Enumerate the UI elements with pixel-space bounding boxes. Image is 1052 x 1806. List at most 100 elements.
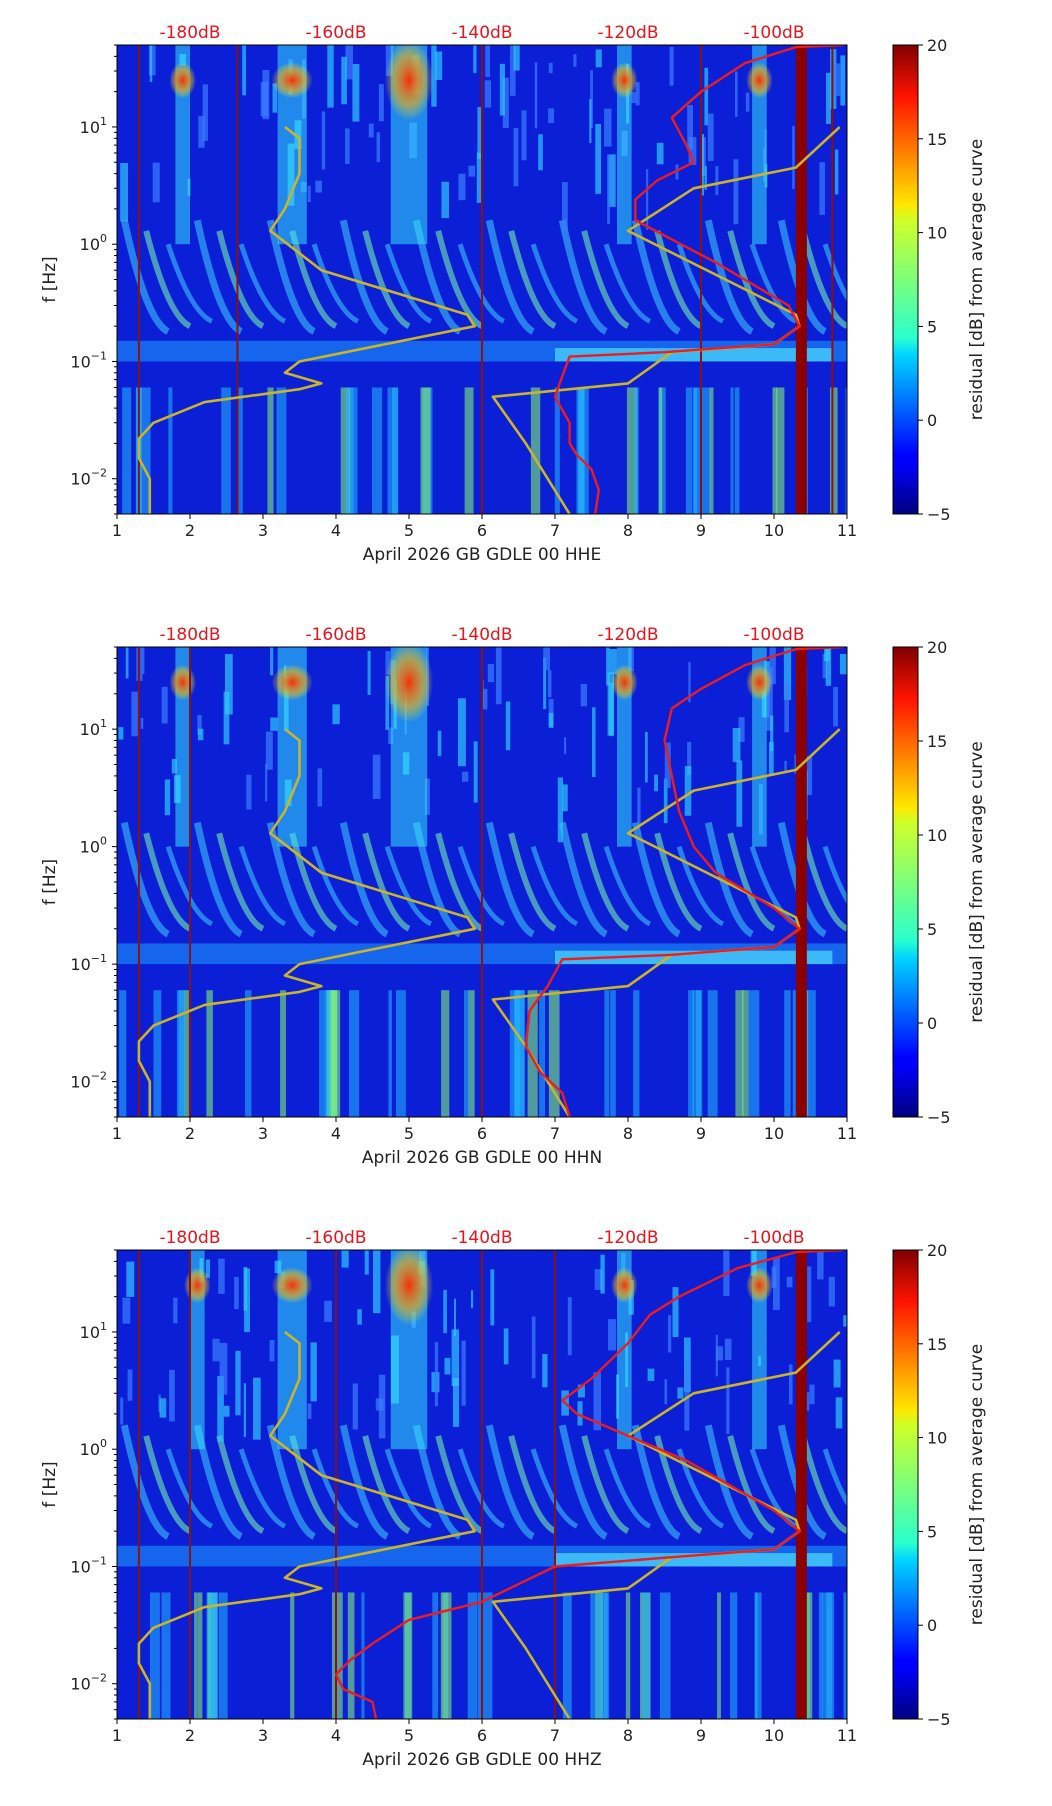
noise-speckle [538,134,543,171]
noise-column [207,1592,218,1719]
noise-speckle [457,698,466,767]
colorbar: 20 15 10 5 0 −5 residual [dB] from average cur… [892,638,987,1127]
noise-column [403,1592,413,1719]
noise-speckle [310,1342,317,1402]
noise-column [554,387,560,514]
y-tick-label: 10−1 [70,1554,107,1576]
noise-speckle [645,731,648,783]
noise-speckle [687,741,692,776]
noise-column [776,387,785,514]
colorbar-gradient [892,44,919,515]
noise-speckle [367,650,371,695]
noise-column [845,387,847,514]
noise-speckle [253,1377,261,1440]
noise-speckle [684,766,692,816]
noise-speckle [573,54,577,67]
db-scale-label: -100dB [743,1228,804,1248]
noise-speckle [675,164,679,180]
noise-speckle [125,647,129,679]
colorbar-tick-label: 20 [927,638,947,657]
noise-speckle [826,72,831,124]
noise-speckle [332,704,340,725]
colorbar-tick-label: 20 [927,1241,947,1260]
hot-spot [611,1267,638,1304]
noise-column [659,387,663,514]
noise-speckle [307,185,311,203]
y-tick-base: 10 [70,955,90,974]
noise-speckle [307,1403,312,1419]
y-tick-exponent: 1 [100,115,107,128]
noise-speckle [509,45,516,96]
noise-swirl [558,219,608,335]
noise-speckle [806,756,813,796]
noise-column [464,387,474,514]
spectrogram-image [117,1250,847,1719]
x-tick-label: 3 [258,1124,268,1143]
db-scale-label: -180dB [159,1228,220,1248]
noise-speckle [484,80,492,108]
noise-speckle [327,45,334,108]
noise-speckle [171,758,177,774]
hot-spot [611,62,638,99]
noise-swirl [289,832,338,932]
noise-speckle [521,110,527,161]
noise-speckle [609,649,617,675]
x-tick-label: 5 [404,521,414,540]
noise-swirl [339,821,389,938]
noise-speckle [424,778,431,815]
noise-swirl [603,1448,652,1529]
noise-speckle [345,128,350,165]
noise-column [276,387,287,514]
hot-spot [746,62,773,99]
noise-speckle [357,1309,362,1325]
noise-speckle [672,1287,679,1338]
noise-column [468,990,475,1117]
noise-speckle [784,682,789,733]
noise-column [735,990,744,1117]
noise-speckle [140,718,144,729]
noise-speckle [786,1276,793,1288]
noise-speckle [724,1338,732,1360]
noise-speckle [548,712,554,728]
noise-speckle [843,1315,847,1327]
noise-column [509,990,520,1117]
noise-column [610,990,616,1117]
noise-column [530,387,541,514]
x-tick-label: 6 [477,1726,487,1745]
noise-speckle [502,77,509,129]
noise-speckle [341,56,347,105]
x-axis-label: April 2026 GB GDLE 00 HHE [363,545,601,565]
noise-speckle [441,181,450,219]
colorbar-tick-label: 10 [927,826,947,845]
noise-speckle [667,1315,672,1353]
y-tick-exponent: −2 [91,1672,107,1685]
noise-column [432,1592,439,1719]
noise-speckle [372,754,381,800]
noise-speckle [608,154,616,207]
noise-speckle [173,1297,178,1324]
psd-curve [334,1250,844,1719]
noise-speckle [664,742,671,789]
noise-speckle [490,1269,495,1326]
noise-speckle [141,647,145,675]
db-scale-label: -180dB [159,625,220,645]
noise-column [742,990,749,1117]
noise-swirl [339,1424,389,1540]
noise-speckle [839,653,847,675]
noise-speckle [470,1290,474,1309]
noise-speckle [223,1405,230,1417]
y-tick-label: 100 [80,232,107,254]
noise-speckle [577,1384,585,1398]
noise-speckle [677,1387,684,1399]
db-scale-label: -160dB [305,23,366,43]
noise-speckle [485,45,491,78]
noise-speckle [647,1368,655,1381]
colorbar: 20 15 10 5 0 −5 residual [dB] from average cur… [892,1241,987,1729]
colorbar-tick-label: 10 [927,224,947,243]
noise-swirl [508,1435,557,1534]
noise-swirl [631,821,681,938]
noise-speckle [732,728,741,762]
noise-speckle [352,63,360,122]
y-tick-label: 10−2 [70,1672,107,1694]
noise-column [319,990,330,1117]
